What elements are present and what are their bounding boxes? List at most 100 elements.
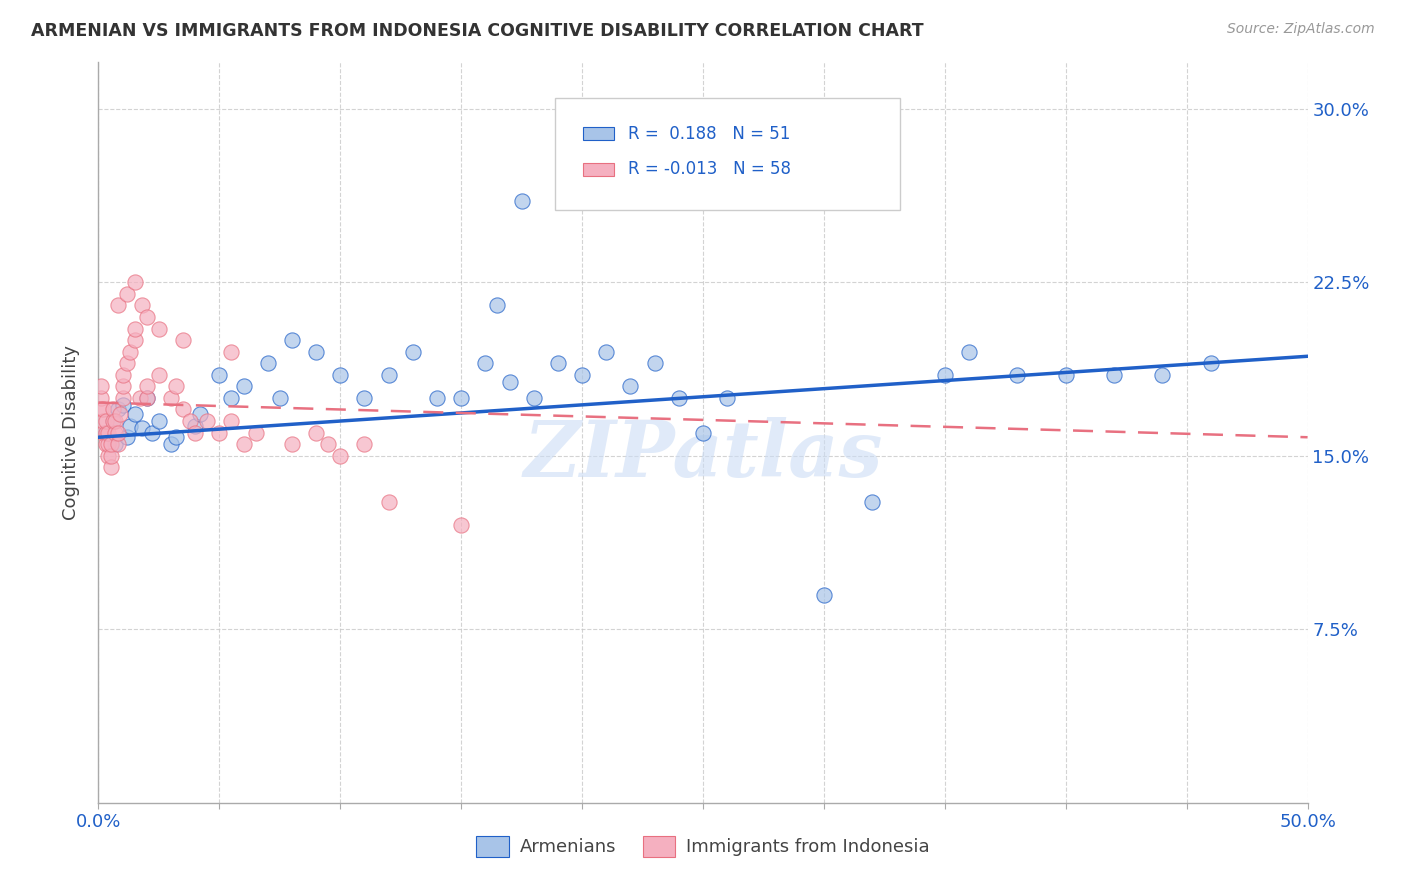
Point bbox=[281, 437, 304, 451]
Y-axis label: Cognitive Disability: Cognitive Disability bbox=[62, 345, 80, 520]
Point bbox=[1152, 368, 1174, 382]
Point bbox=[353, 437, 375, 451]
Point bbox=[107, 298, 129, 312]
Point bbox=[131, 298, 153, 312]
Point bbox=[124, 275, 146, 289]
Point bbox=[426, 391, 449, 405]
Point bbox=[208, 368, 231, 382]
Point bbox=[860, 495, 883, 509]
Point bbox=[111, 398, 134, 412]
Point bbox=[107, 425, 129, 440]
Point bbox=[124, 407, 146, 421]
Point bbox=[94, 437, 117, 451]
Text: Source: ZipAtlas.com: Source: ZipAtlas.com bbox=[1227, 22, 1375, 37]
Point bbox=[94, 425, 117, 440]
Point bbox=[100, 460, 122, 475]
Point bbox=[184, 418, 207, 433]
Point bbox=[316, 437, 339, 451]
Point bbox=[353, 391, 375, 405]
Point bbox=[148, 414, 170, 428]
Point bbox=[377, 495, 399, 509]
Point bbox=[305, 425, 328, 440]
Point bbox=[131, 421, 153, 435]
Point bbox=[474, 356, 496, 370]
Point bbox=[232, 437, 254, 451]
Point bbox=[184, 425, 207, 440]
Point bbox=[124, 333, 146, 347]
Point bbox=[172, 333, 194, 347]
Point bbox=[329, 368, 352, 382]
Point bbox=[188, 407, 211, 421]
Point bbox=[117, 286, 139, 301]
Point bbox=[165, 379, 187, 393]
Point bbox=[90, 379, 112, 393]
Point bbox=[101, 402, 124, 417]
Point bbox=[101, 414, 124, 428]
Point bbox=[91, 402, 114, 417]
Point bbox=[402, 344, 425, 359]
Point bbox=[135, 391, 157, 405]
Point bbox=[716, 391, 738, 405]
Point bbox=[90, 391, 112, 405]
Point bbox=[160, 391, 183, 405]
Point bbox=[90, 402, 112, 417]
Point bbox=[91, 414, 114, 428]
Point bbox=[486, 298, 509, 312]
Point bbox=[101, 414, 124, 428]
Point bbox=[510, 194, 533, 209]
Point bbox=[97, 425, 120, 440]
Point bbox=[377, 368, 399, 382]
Point bbox=[571, 368, 593, 382]
Point bbox=[692, 425, 714, 440]
Point bbox=[245, 425, 267, 440]
Point bbox=[107, 402, 129, 417]
Point bbox=[221, 391, 243, 405]
Point bbox=[94, 425, 117, 440]
Point bbox=[111, 368, 134, 382]
Point bbox=[104, 425, 127, 440]
Point bbox=[135, 391, 157, 405]
Point bbox=[934, 368, 956, 382]
Point bbox=[179, 414, 201, 428]
Point bbox=[269, 391, 291, 405]
Point bbox=[124, 321, 146, 335]
Point bbox=[305, 344, 328, 359]
Point bbox=[104, 437, 127, 451]
Point bbox=[595, 344, 617, 359]
Point bbox=[1054, 368, 1077, 382]
Text: R = -0.013   N = 58: R = -0.013 N = 58 bbox=[628, 161, 792, 178]
Text: R =  0.188   N = 51: R = 0.188 N = 51 bbox=[628, 125, 790, 143]
Point bbox=[450, 391, 472, 405]
Point bbox=[97, 449, 120, 463]
Point bbox=[619, 379, 641, 393]
Point bbox=[94, 414, 117, 428]
Legend: Armenians, Immigrants from Indonesia: Armenians, Immigrants from Indonesia bbox=[468, 829, 938, 864]
Point bbox=[957, 344, 980, 359]
Point bbox=[165, 430, 187, 444]
Point bbox=[450, 518, 472, 533]
Point bbox=[107, 437, 129, 451]
Point bbox=[1007, 368, 1029, 382]
Point bbox=[172, 402, 194, 417]
Point bbox=[100, 437, 122, 451]
Point bbox=[141, 425, 163, 440]
Point bbox=[329, 449, 352, 463]
Point bbox=[117, 430, 139, 444]
Point bbox=[111, 379, 134, 393]
Point bbox=[1102, 368, 1125, 382]
Point bbox=[100, 449, 122, 463]
Point bbox=[148, 321, 170, 335]
Point bbox=[118, 418, 141, 433]
Point bbox=[118, 344, 141, 359]
Point bbox=[221, 344, 243, 359]
Point bbox=[498, 375, 520, 389]
Point bbox=[256, 356, 278, 370]
Text: ARMENIAN VS IMMIGRANTS FROM INDONESIA COGNITIVE DISABILITY CORRELATION CHART: ARMENIAN VS IMMIGRANTS FROM INDONESIA CO… bbox=[31, 22, 924, 40]
Point bbox=[668, 391, 690, 405]
Point bbox=[547, 356, 569, 370]
Text: ZIPatlas: ZIPatlas bbox=[523, 417, 883, 493]
Point bbox=[523, 391, 546, 405]
Point bbox=[97, 437, 120, 451]
Point bbox=[644, 356, 666, 370]
Point bbox=[281, 333, 304, 347]
